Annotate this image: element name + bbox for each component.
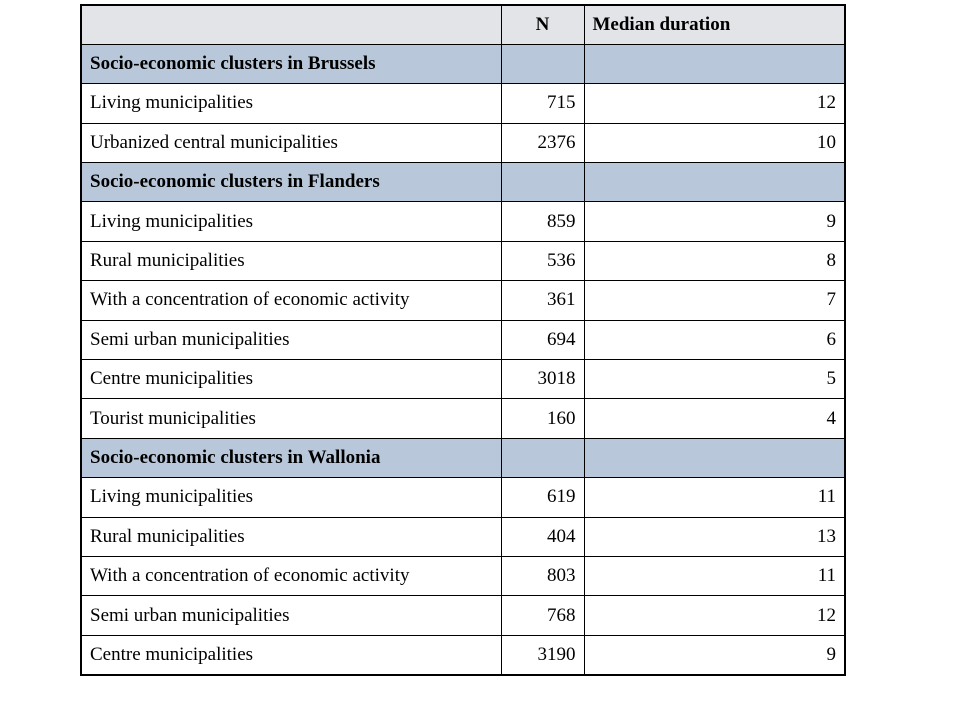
table-row: Tourist municipalities 160 4 (80, 398, 846, 439)
row-n: 3018 (500, 359, 585, 400)
row-median: 11 (583, 477, 846, 518)
row-n: 361 (500, 280, 585, 321)
table-header-row: N Median duration (80, 4, 846, 45)
row-label: With a concentration of economic activit… (80, 280, 502, 321)
table-row: Semi urban municipalities 694 6 (80, 319, 846, 361)
table-row: With a concentration of economic activit… (80, 555, 846, 597)
row-label: With a concentration of economic activit… (80, 555, 502, 597)
row-median: 9 (583, 634, 846, 676)
group-label: Socio-economic clusters in Brussels (80, 43, 502, 85)
group-row-flanders: Socio-economic clusters in Flanders (80, 162, 846, 203)
header-n: N (500, 4, 585, 45)
row-n: 536 (500, 240, 585, 282)
row-label: Semi urban municipalities (80, 319, 502, 361)
row-median: 9 (583, 201, 846, 242)
table-row: Semi urban municipalities 768 12 (80, 595, 846, 636)
table-row: Living municipalities 715 12 (80, 83, 846, 124)
header-label-cell (80, 4, 502, 45)
table-body: Socio-economic clusters in Brussels Livi… (80, 43, 846, 676)
group-median-cell (583, 437, 846, 479)
row-label: Rural municipalities (80, 516, 502, 557)
row-median: 12 (583, 595, 846, 636)
group-row-wallonia: Socio-economic clusters in Wallonia (80, 437, 846, 479)
group-n-cell (500, 437, 585, 479)
table-row: Centre municipalities 3190 9 (80, 634, 846, 676)
group-median-cell (583, 162, 846, 203)
row-median: 8 (583, 240, 846, 282)
table-row: Living municipalities 859 9 (80, 201, 846, 242)
row-label: Living municipalities (80, 201, 502, 242)
row-median: 12 (583, 83, 846, 124)
row-median: 13 (583, 516, 846, 557)
row-label: Living municipalities (80, 477, 502, 518)
row-n: 2376 (500, 122, 585, 164)
row-label: Living municipalities (80, 83, 502, 124)
row-median: 5 (583, 359, 846, 400)
header-median-duration: Median duration (583, 4, 846, 45)
row-n: 859 (500, 201, 585, 242)
table-row: Rural municipalities 404 13 (80, 516, 846, 557)
table-row: Centre municipalities 3018 5 (80, 359, 846, 400)
group-median-cell (583, 43, 846, 85)
row-n: 619 (500, 477, 585, 518)
group-label: Socio-economic clusters in Flanders (80, 162, 502, 203)
data-table: N Median duration Socio-economic cluster… (80, 4, 846, 676)
table-row: Living municipalities 619 11 (80, 477, 846, 518)
row-n: 694 (500, 319, 585, 361)
table-row: Urbanized central municipalities 2376 10 (80, 122, 846, 164)
row-median: 4 (583, 398, 846, 439)
table-row: With a concentration of economic activit… (80, 280, 846, 321)
group-n-cell (500, 162, 585, 203)
row-label: Centre municipalities (80, 359, 502, 400)
row-n: 715 (500, 83, 585, 124)
group-label: Socio-economic clusters in Wallonia (80, 437, 502, 479)
row-n: 803 (500, 555, 585, 597)
row-n: 160 (500, 398, 585, 439)
row-n: 3190 (500, 634, 585, 676)
table-row: Rural municipalities 536 8 (80, 240, 846, 282)
row-median: 11 (583, 555, 846, 597)
row-label: Urbanized central municipalities (80, 122, 502, 164)
row-n: 768 (500, 595, 585, 636)
row-label: Tourist municipalities (80, 398, 502, 439)
group-n-cell (500, 43, 585, 85)
row-median: 7 (583, 280, 846, 321)
group-row-brussels: Socio-economic clusters in Brussels (80, 43, 846, 85)
row-median: 10 (583, 122, 846, 164)
row-label: Rural municipalities (80, 240, 502, 282)
row-median: 6 (583, 319, 846, 361)
row-label: Centre municipalities (80, 634, 502, 676)
row-label: Semi urban municipalities (80, 595, 502, 636)
row-n: 404 (500, 516, 585, 557)
